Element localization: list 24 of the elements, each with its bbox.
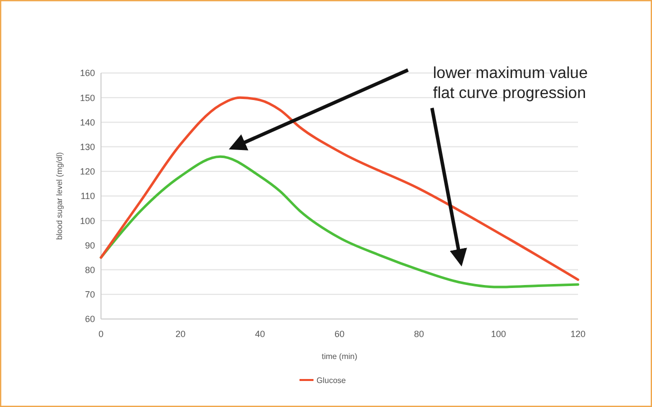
y-tick-label: 110 (80, 191, 95, 202)
x-tick-label: 80 (414, 329, 424, 339)
y-tick-label: 130 (80, 142, 95, 152)
y-tick-label: 160 (80, 68, 95, 78)
legend-label: Glucose (316, 376, 346, 385)
annotation: lower maximum value (433, 65, 588, 82)
line-series (100, 155, 580, 288)
y-tick-label: 100 (80, 216, 95, 226)
y-tick-label: 60 (84, 314, 95, 324)
y-tick-label: 150 (80, 92, 95, 103)
y-tick-label: 80 (84, 264, 95, 275)
y-tick-label: 120 (80, 166, 95, 177)
x-tick-label: 20 (175, 329, 186, 339)
x-tick-label: 60 (334, 329, 345, 339)
y-tick-label: 70 (84, 290, 95, 300)
x-tick-label: 40 (254, 329, 266, 339)
x-tick-label: 100 (490, 329, 506, 339)
y-tick-label: 140 (80, 117, 95, 128)
x-tick-label: 120 (570, 329, 586, 339)
x-tick-label: 0 (98, 329, 104, 339)
annotation: flat curve progression (433, 85, 586, 102)
x-axis-title: time (min) (322, 352, 358, 361)
y-tick-label: 90 (84, 240, 95, 250)
y-axis-title: blood sugar level (mg/dl) (55, 152, 64, 240)
